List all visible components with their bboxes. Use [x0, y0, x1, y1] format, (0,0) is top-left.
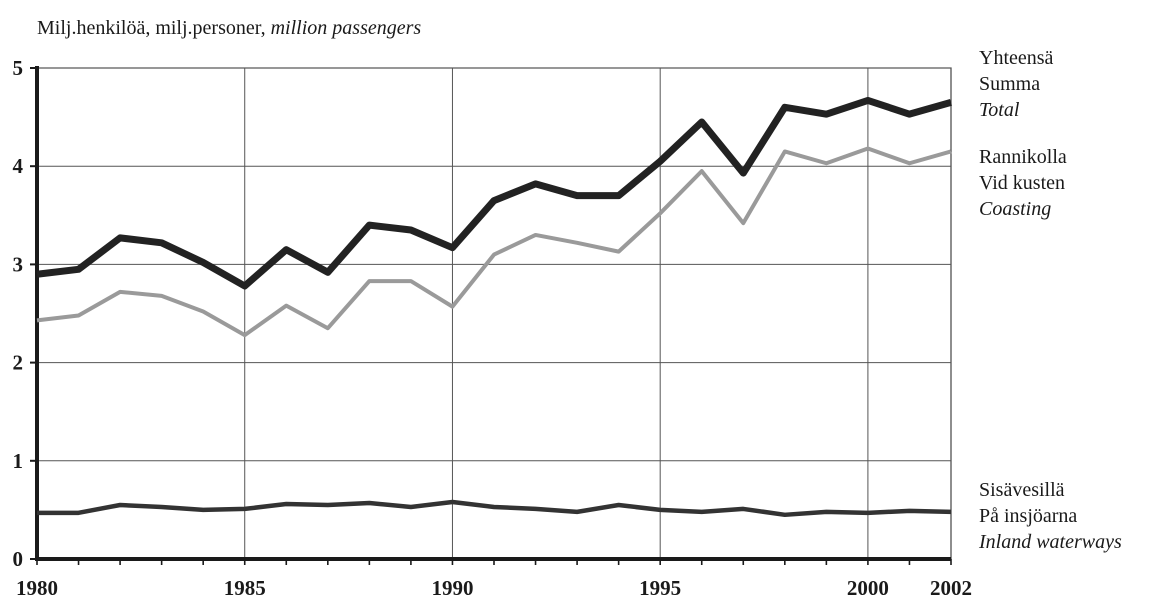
point-coasting-1995: [658, 211, 662, 215]
point-coasting-2000: [866, 147, 870, 151]
point-inland-1996: [700, 510, 704, 514]
legend-label-inland-0: Sisävesillä: [979, 479, 1065, 501]
point-inland-1981: [77, 511, 81, 515]
point-coasting-1985: [243, 333, 247, 337]
point-inland-2000: [866, 511, 870, 515]
point-total-1992: [534, 182, 538, 186]
point-inland-1989: [409, 505, 413, 509]
point-inland-1983: [160, 505, 164, 509]
point-coasting-2001: [907, 161, 911, 165]
y-tick-label-1: 1: [13, 449, 24, 473]
point-inland-1982: [118, 503, 122, 507]
x-tick-label-1990: 1990: [431, 576, 473, 600]
point-total-1993: [575, 194, 579, 198]
point-inland-1986: [284, 502, 288, 506]
legend-label-total-1: Summa: [979, 73, 1040, 95]
point-total-2000: [866, 98, 870, 102]
point-inland-1990: [450, 500, 454, 504]
point-coasting-1999: [824, 161, 828, 165]
point-coasting-2002: [949, 149, 953, 153]
point-coasting-1980: [35, 318, 39, 322]
point-total-1988: [367, 223, 371, 227]
y-tick-label-2: 2: [13, 351, 24, 375]
point-total-1980: [35, 272, 39, 276]
x-tick-label-2000: 2000: [847, 576, 889, 600]
series-line-inland: [37, 499, 952, 518]
y-axis-title: Milj.henkilöä, milj.personer, million pa…: [37, 17, 421, 39]
point-inland-1980: [35, 511, 39, 515]
point-coasting-1981: [77, 313, 81, 317]
point-coasting-1984: [201, 310, 205, 314]
legend-label-coasting-2: Coasting: [979, 198, 1051, 220]
point-total-1982: [118, 236, 122, 240]
point-coasting-1990: [450, 305, 454, 309]
plot-frame: [36, 67, 952, 560]
point-inland-1991: [492, 505, 496, 509]
series-line-total: [36, 96, 952, 290]
point-inland-1998: [783, 513, 787, 517]
point-inland-1992: [534, 507, 538, 511]
point-coasting-1997: [741, 221, 745, 225]
legend-label-coasting-1: Vid kusten: [979, 172, 1065, 194]
point-total-1981: [77, 267, 81, 271]
point-inland-1993: [575, 510, 579, 514]
point-inland-2001: [907, 509, 911, 513]
point-total-1991: [492, 199, 496, 203]
point-inland-1985: [243, 507, 247, 511]
point-coasting-1993: [575, 241, 579, 245]
series-line-coasting: [36, 146, 952, 338]
point-coasting-1983: [160, 294, 164, 298]
legend-label-inland-2: Inland waterways: [978, 531, 1122, 553]
point-inland-1995: [658, 508, 662, 512]
point-coasting-1991: [492, 253, 496, 257]
x-tick-label-2002: 2002: [930, 576, 972, 600]
legend-label-inland-1: På insjöarna: [979, 505, 1077, 527]
point-coasting-1994: [617, 250, 621, 254]
x-tick-label-1985: 1985: [224, 576, 266, 600]
legend-label-coasting-0: Rannikolla: [979, 146, 1067, 168]
point-total-1994: [617, 194, 621, 198]
point-coasting-1986: [284, 304, 288, 308]
y-tick-label-5: 5: [13, 56, 24, 80]
point-total-1986: [284, 248, 288, 252]
y-axis-title-part-0: Milj.henkilöä, milj.personer,: [37, 17, 271, 39]
point-inland-1999: [824, 510, 828, 514]
point-inland-2002: [949, 510, 953, 514]
legend-label-total-0: Yhteensä: [979, 47, 1054, 69]
point-total-1995: [658, 159, 662, 163]
point-coasting-1988: [367, 279, 371, 283]
x-tick-label-1980: 1980: [16, 576, 58, 600]
y-tick-label-4: 4: [13, 154, 24, 178]
point-total-1983: [160, 241, 164, 245]
point-total-1997: [741, 171, 745, 175]
point-coasting-1989: [409, 279, 413, 283]
y-tick-label-3: 3: [13, 252, 24, 276]
point-total-1999: [824, 112, 828, 116]
y-axis-title-part-1: million passengers: [271, 17, 422, 39]
point-total-2001: [907, 112, 911, 116]
point-total-1987: [326, 270, 330, 274]
point-total-2002: [949, 100, 953, 104]
point-inland-1984: [201, 508, 205, 512]
point-coasting-1998: [783, 149, 787, 153]
point-total-1985: [243, 284, 247, 288]
point-inland-1997: [741, 507, 745, 511]
x-tick-label-1995: 1995: [639, 576, 681, 600]
point-total-1996: [700, 120, 704, 124]
point-coasting-1982: [118, 290, 122, 294]
point-total-1989: [409, 228, 413, 232]
point-total-1998: [783, 105, 787, 109]
point-inland-1987: [326, 503, 330, 507]
legend-label-total-2: Total: [979, 99, 1020, 121]
point-total-1984: [201, 260, 205, 264]
point-total-1990: [450, 246, 454, 250]
point-coasting-1996: [700, 169, 704, 173]
y-tick-label-0: 0: [13, 547, 24, 571]
point-coasting-1992: [534, 233, 538, 237]
point-coasting-1987: [326, 326, 330, 330]
point-inland-1994: [617, 503, 621, 507]
point-inland-1988: [367, 501, 371, 505]
